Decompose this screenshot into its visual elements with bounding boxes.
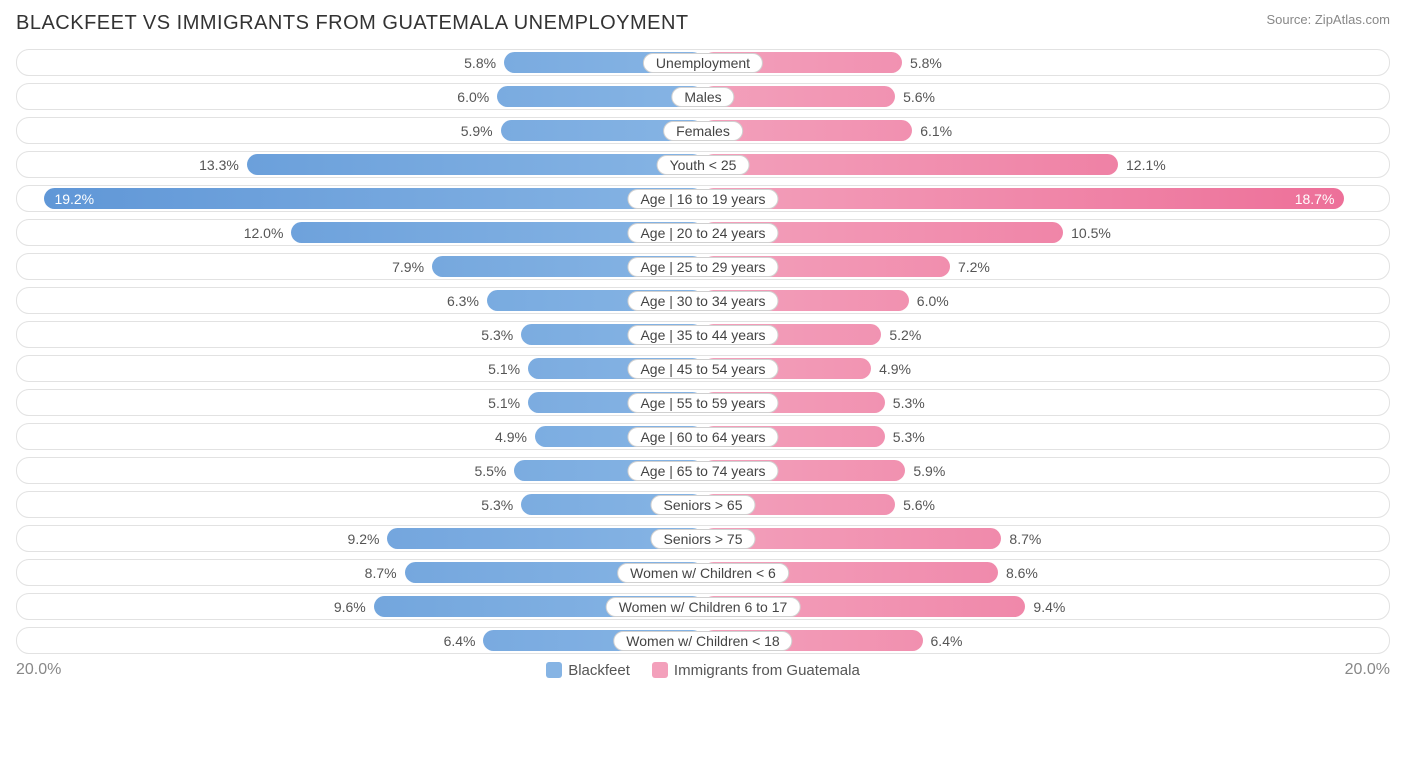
value-right: 5.6% bbox=[903, 89, 935, 105]
category-pill: Women w/ Children 6 to 17 bbox=[606, 597, 801, 617]
chart-row: 5.1% 5.3% Age | 55 to 59 years bbox=[16, 389, 1390, 416]
chart-row: 9.6% 9.4% Women w/ Children 6 to 17 bbox=[16, 593, 1390, 620]
value-left: 5.5% bbox=[474, 463, 506, 479]
value-right: 6.0% bbox=[917, 293, 949, 309]
value-right: 12.1% bbox=[1126, 157, 1166, 173]
category-pill: Age | 55 to 59 years bbox=[627, 393, 778, 413]
category-pill: Age | 60 to 64 years bbox=[627, 427, 778, 447]
value-right: 8.6% bbox=[1006, 565, 1038, 581]
legend-label-right: Immigrants from Guatemala bbox=[674, 662, 860, 679]
value-left: 5.1% bbox=[488, 361, 520, 377]
value-right: 5.2% bbox=[889, 327, 921, 343]
value-right: 9.4% bbox=[1033, 599, 1065, 615]
category-pill: Age | 65 to 74 years bbox=[627, 461, 778, 481]
category-pill: Age | 25 to 29 years bbox=[627, 257, 778, 277]
value-left: 6.0% bbox=[457, 89, 489, 105]
value-left: 12.0% bbox=[244, 225, 284, 241]
value-left: 4.9% bbox=[495, 429, 527, 445]
value-right: 5.6% bbox=[903, 497, 935, 513]
value-right: 6.1% bbox=[920, 123, 952, 139]
chart-row: 5.5% 5.9% Age | 65 to 74 years bbox=[16, 457, 1390, 484]
value-left: 13.3% bbox=[199, 157, 239, 173]
chart-row: 5.3% 5.6% Seniors > 65 bbox=[16, 491, 1390, 518]
value-right: 8.7% bbox=[1009, 531, 1041, 547]
chart-row: 9.2% 8.7% Seniors > 75 bbox=[16, 525, 1390, 552]
value-left: 5.1% bbox=[488, 395, 520, 411]
category-pill: Seniors > 65 bbox=[651, 495, 756, 515]
value-left: 7.9% bbox=[392, 259, 424, 275]
bar-left bbox=[44, 188, 703, 209]
bar-right bbox=[703, 188, 1344, 209]
value-right: 5.8% bbox=[910, 55, 942, 71]
value-left: 9.6% bbox=[334, 599, 366, 615]
value-left: 19.2% bbox=[54, 191, 94, 207]
category-pill: Females bbox=[663, 121, 743, 141]
chart-row: 8.7% 8.6% Women w/ Children < 6 bbox=[16, 559, 1390, 586]
value-right: 5.9% bbox=[913, 463, 945, 479]
value-left: 5.3% bbox=[481, 497, 513, 513]
value-right: 10.5% bbox=[1071, 225, 1111, 241]
chart-row: 6.4% 6.4% Women w/ Children < 18 bbox=[16, 627, 1390, 654]
legend-swatch-right bbox=[652, 662, 668, 678]
value-right: 4.9% bbox=[879, 361, 911, 377]
category-pill: Age | 35 to 44 years bbox=[627, 325, 778, 345]
value-left: 8.7% bbox=[365, 565, 397, 581]
value-left: 6.3% bbox=[447, 293, 479, 309]
axis-left-max: 20.0% bbox=[16, 661, 61, 679]
chart-row: 6.0% 5.6% Males bbox=[16, 83, 1390, 110]
legend-swatch-left bbox=[546, 662, 562, 678]
category-pill: Age | 45 to 54 years bbox=[627, 359, 778, 379]
chart-row: 5.3% 5.2% Age | 35 to 44 years bbox=[16, 321, 1390, 348]
legend-item-right: Immigrants from Guatemala bbox=[652, 662, 860, 679]
chart-row: 4.9% 5.3% Age | 60 to 64 years bbox=[16, 423, 1390, 450]
legend: Blackfeet Immigrants from Guatemala bbox=[61, 662, 1344, 679]
axis-right-max: 20.0% bbox=[1345, 661, 1390, 679]
chart-row: 5.1% 4.9% Age | 45 to 54 years bbox=[16, 355, 1390, 382]
category-pill: Unemployment bbox=[643, 53, 763, 73]
category-pill: Women w/ Children < 18 bbox=[613, 631, 792, 651]
chart-row: 5.8% 5.8% Unemployment bbox=[16, 49, 1390, 76]
chart-row: 7.9% 7.2% Age | 25 to 29 years bbox=[16, 253, 1390, 280]
category-pill: Age | 20 to 24 years bbox=[627, 223, 778, 243]
legend-label-left: Blackfeet bbox=[568, 662, 630, 679]
chart-row: 12.0% 10.5% Age | 20 to 24 years bbox=[16, 219, 1390, 246]
category-pill: Age | 16 to 19 years bbox=[627, 189, 778, 209]
value-left: 6.4% bbox=[444, 633, 476, 649]
value-right: 5.3% bbox=[893, 395, 925, 411]
value-left: 5.3% bbox=[481, 327, 513, 343]
category-pill: Age | 30 to 34 years bbox=[627, 291, 778, 311]
chart-row: 13.3% 12.1% Youth < 25 bbox=[16, 151, 1390, 178]
value-right: 7.2% bbox=[958, 259, 990, 275]
bar-left bbox=[247, 154, 703, 175]
source-attribution: Source: ZipAtlas.com bbox=[1266, 12, 1390, 27]
bar-right bbox=[703, 154, 1118, 175]
category-pill: Youth < 25 bbox=[657, 155, 750, 175]
chart-row: 5.9% 6.1% Females bbox=[16, 117, 1390, 144]
value-right: 18.7% bbox=[1295, 191, 1335, 207]
value-right: 6.4% bbox=[931, 633, 963, 649]
value-left: 5.8% bbox=[464, 55, 496, 71]
chart-row: 19.2% 18.7% Age | 16 to 19 years bbox=[16, 185, 1390, 212]
chart-row: 6.3% 6.0% Age | 30 to 34 years bbox=[16, 287, 1390, 314]
value-right: 5.3% bbox=[893, 429, 925, 445]
legend-item-left: Blackfeet bbox=[546, 662, 630, 679]
diverging-bar-chart: 5.8% 5.8% Unemployment 6.0% 5.6% Males 5.9% 6.1… bbox=[16, 49, 1390, 654]
value-left: 5.9% bbox=[461, 123, 493, 139]
category-pill: Women w/ Children < 6 bbox=[617, 563, 789, 583]
value-left: 9.2% bbox=[348, 531, 380, 547]
chart-title: BLACKFEET VS IMMIGRANTS FROM GUATEMALA U… bbox=[16, 12, 689, 35]
category-pill: Males bbox=[671, 87, 734, 107]
category-pill: Seniors > 75 bbox=[651, 529, 756, 549]
